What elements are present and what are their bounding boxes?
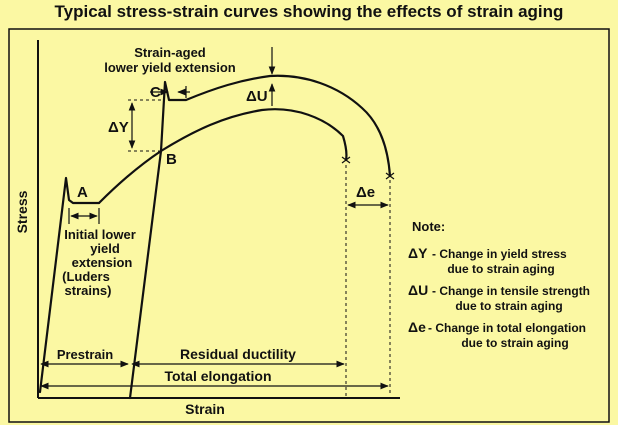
note-symbol: ΔU: [408, 282, 428, 298]
note-text: - Change in yield stress: [432, 247, 567, 261]
figure-frame: [8, 28, 610, 423]
delta-e-label: Δe: [356, 184, 375, 201]
residual-ductility-label: Residual ductility: [180, 346, 296, 362]
delta-y-label: ΔY: [108, 119, 129, 136]
strain-aged-label-1: Strain-aged: [134, 45, 206, 60]
strain-aged-curve: [159, 74, 392, 178]
prestrain-label: Prestrain: [57, 347, 113, 362]
note-text: due to strain aging: [455, 299, 562, 313]
note-text: due to strain aging: [461, 336, 568, 350]
note-symbol: ΔY: [408, 245, 428, 261]
note-text: - Change in tensile strength: [432, 284, 590, 298]
x-axis-label: Strain: [185, 401, 225, 417]
note-text: - Change in total elongation: [428, 321, 586, 335]
initial-extension-label-4: (Luders: [62, 269, 110, 284]
point-a-label: A: [77, 184, 88, 201]
point-c-label: C: [150, 84, 161, 101]
work-hardening-curve: [97, 108, 348, 205]
fracture-mark-1: [341, 156, 351, 164]
initial-extension-label-5: strains): [65, 283, 112, 298]
note-symbol: Δe: [408, 319, 426, 335]
y-axis-label: Stress: [14, 190, 30, 233]
point-b-label: B: [166, 151, 177, 168]
note-text: due to strain aging: [447, 262, 554, 276]
initial-yield-curve: [38, 176, 101, 394]
initial-extension-label-3: extension: [72, 255, 133, 270]
note-heading: Note:: [412, 219, 445, 234]
fracture-mark-2: [385, 172, 395, 180]
initial-extension-label-2: yield: [90, 241, 120, 256]
unload-line: [128, 149, 163, 400]
total-elongation-label: Total elongation: [164, 368, 271, 384]
strain-aged-label-2: lower yield extension: [104, 60, 236, 75]
initial-extension-label-1: Initial lower: [64, 227, 136, 242]
delta-u-label: ΔU: [246, 88, 268, 105]
figure-title: Typical stress-strain curves showing the…: [54, 2, 564, 21]
